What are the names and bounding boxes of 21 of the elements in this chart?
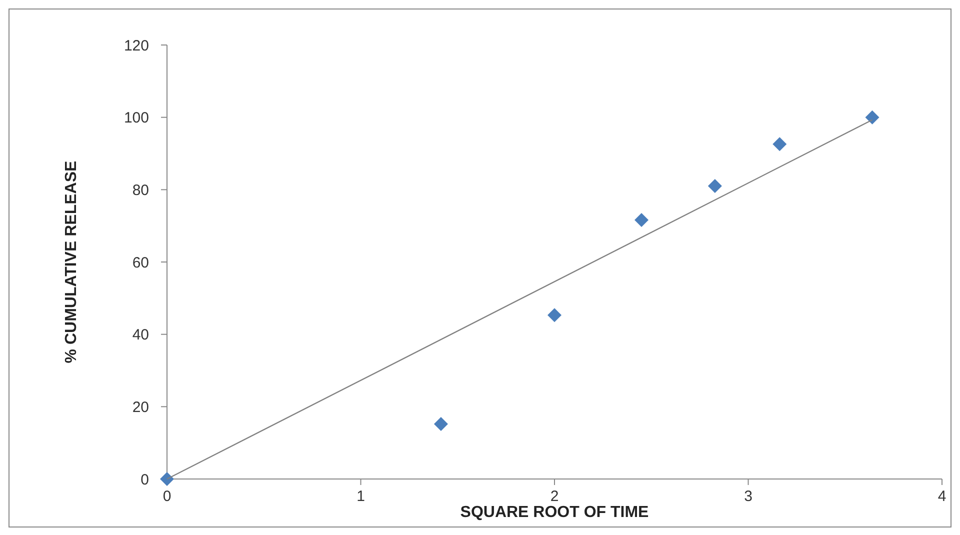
point bbox=[634, 213, 648, 228]
x-tick-label: 3 bbox=[744, 488, 752, 505]
y-tick-label: 20 bbox=[132, 398, 149, 416]
y-axis-title: % CUMULATIVE RELEASE bbox=[63, 160, 80, 364]
x-tick-label: 1 bbox=[356, 488, 365, 505]
point bbox=[434, 417, 448, 432]
x-tick-label: 2 bbox=[550, 488, 559, 505]
point bbox=[548, 308, 562, 322]
y-tick-label: 60 bbox=[132, 254, 149, 272]
y-tick-label: 80 bbox=[132, 182, 149, 199]
y-tick-label: 40 bbox=[132, 326, 149, 344]
x-tick-label: 4 bbox=[938, 488, 946, 505]
point bbox=[160, 472, 174, 486]
point bbox=[865, 110, 880, 124]
y-tick-label: 0 bbox=[140, 471, 149, 488]
y-tick-label: 100 bbox=[124, 110, 149, 127]
point bbox=[708, 179, 722, 194]
y-tick-label: 120 bbox=[124, 37, 149, 54]
x-tick-label: 0 bbox=[162, 488, 172, 505]
x-axis-title: SQUARE ROOT OF TIME bbox=[460, 504, 650, 521]
point bbox=[772, 137, 787, 152]
